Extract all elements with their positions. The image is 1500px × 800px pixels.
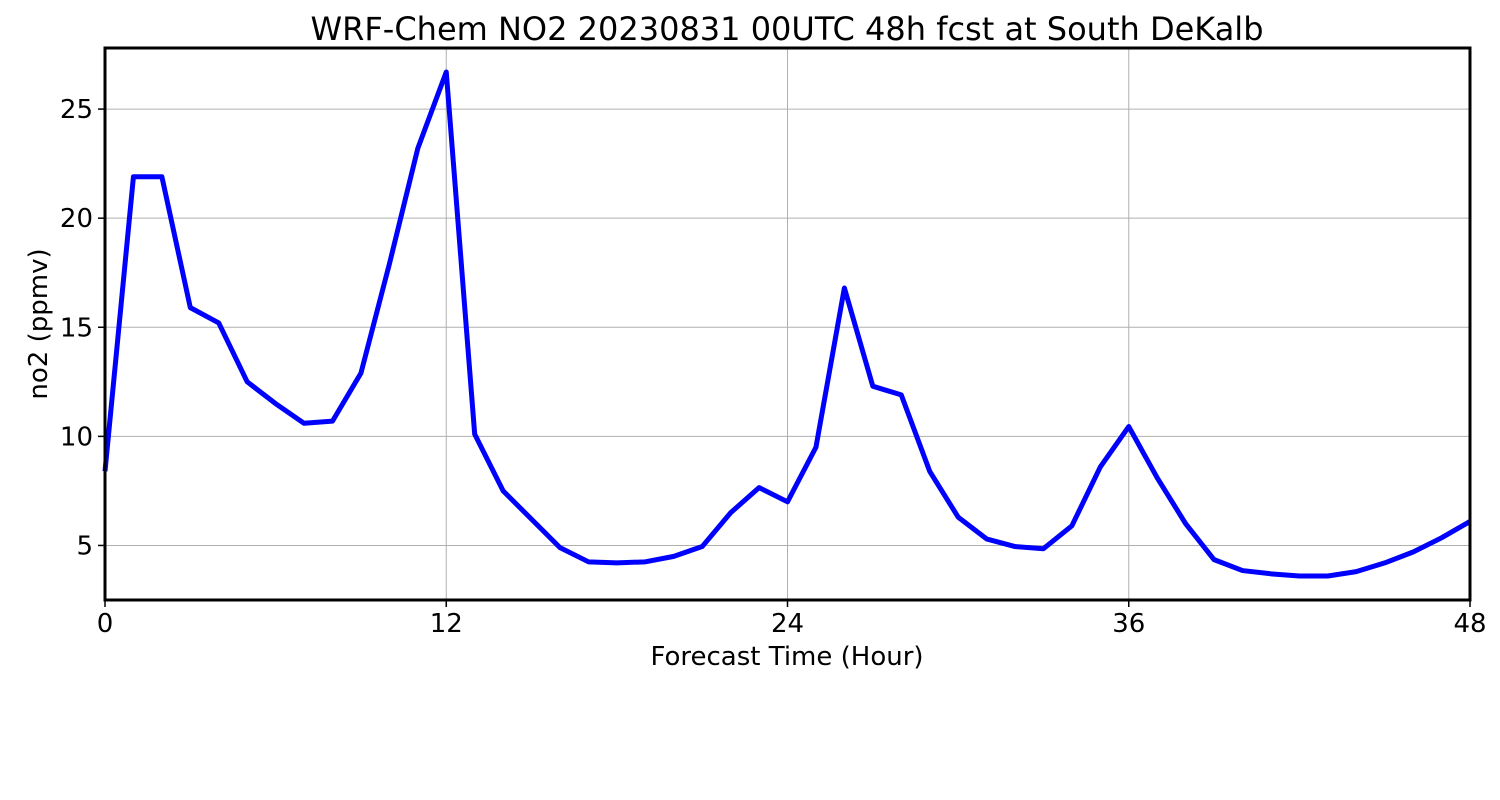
y-tick-label: 25 bbox=[60, 95, 93, 125]
series-layer bbox=[102, 69, 1472, 579]
x-tick-label: 0 bbox=[97, 609, 114, 639]
y-tick-label: 5 bbox=[76, 531, 93, 561]
y-axis-label: no2 (ppmv) bbox=[24, 248, 54, 399]
y-tick-label: 10 bbox=[60, 422, 93, 452]
x-tick-label: 24 bbox=[771, 609, 804, 639]
y-tick-label: 20 bbox=[60, 204, 93, 234]
x-tick-label: 12 bbox=[430, 609, 463, 639]
grid-layer bbox=[104, 48, 1471, 600]
tick-layer: 0 12 24 36 48 5 10 15 20 25 bbox=[60, 95, 1487, 639]
y-tick-label: 15 bbox=[60, 313, 93, 343]
x-tick-label: 36 bbox=[1112, 609, 1145, 639]
x-axis-label: Forecast Time (Hour) bbox=[650, 642, 923, 672]
series-line bbox=[102, 69, 1472, 579]
chart-title: WRF-Chem NO2 20230831 00UTC 48h fcst at … bbox=[311, 10, 1264, 48]
x-tick-label: 48 bbox=[1453, 609, 1486, 639]
